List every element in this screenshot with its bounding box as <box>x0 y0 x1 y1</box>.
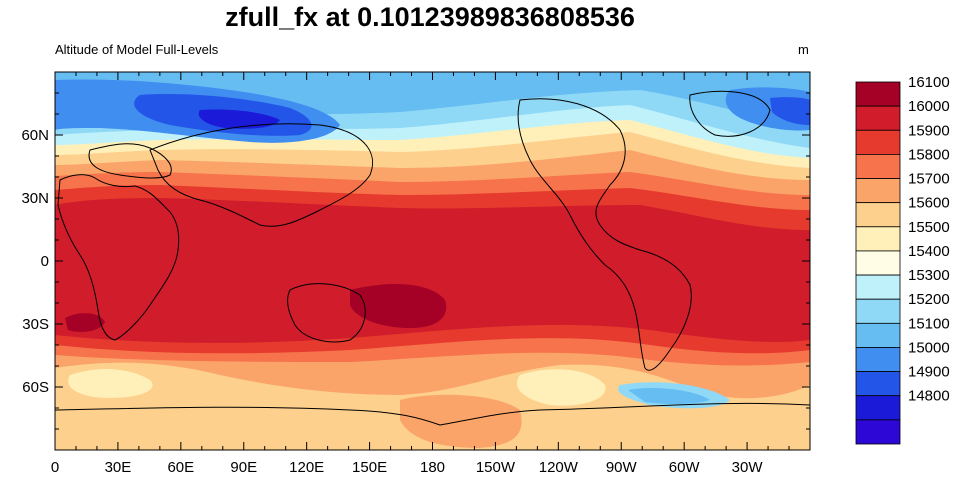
greenland-coast <box>689 90 771 137</box>
americas-coast <box>517 98 692 371</box>
band-14800-core <box>198 109 280 129</box>
colorbar-box <box>855 129 901 155</box>
x-tick-label: 30W <box>732 459 764 476</box>
colorbar-label: 15700 <box>908 171 950 188</box>
x-tick-label: 150W <box>476 459 516 476</box>
band-14900-greenland <box>770 97 810 125</box>
europe-coast <box>88 143 172 179</box>
y-tick-label: 30N <box>21 190 49 207</box>
chart-title: zfull_fx at 0.10123989836808536 <box>225 2 635 32</box>
colorbar-box <box>855 178 901 204</box>
band-16100-pacific <box>350 284 447 328</box>
colorbar-label: 15000 <box>908 340 950 357</box>
colorbar-labels: 16100 16000 15900 15800 15700 15600 15500 15400… <box>908 74 950 405</box>
y-tick-label: 0 <box>41 253 49 270</box>
y-tick-label: 60S <box>22 379 49 396</box>
colorbar-box <box>855 395 901 421</box>
australia-coast <box>287 283 366 343</box>
colorbar-box <box>855 153 901 179</box>
x-tick-label: 60W <box>669 459 701 476</box>
x-tick-label: 90E <box>230 459 257 476</box>
units-label: m <box>798 42 809 57</box>
colorbar-box <box>855 298 901 324</box>
colorbar-box <box>855 202 901 228</box>
colorbar-label: 16000 <box>908 98 950 115</box>
antarctica-coast <box>55 402 810 426</box>
asia-coast <box>149 123 373 227</box>
x-tick-label: 120W <box>539 459 579 476</box>
band-15500-pocket-1 <box>68 368 153 398</box>
colorbar-label: 15500 <box>908 219 950 236</box>
colorbar-box <box>855 105 901 131</box>
colorbar-label: 15900 <box>908 122 950 139</box>
colorbar-box <box>855 322 901 348</box>
x-tick-label: 120E <box>289 459 324 476</box>
band-15100-north <box>55 72 810 130</box>
colorbar-label: 15600 <box>908 195 950 212</box>
colorbar-label: 15800 <box>908 146 950 163</box>
left-subtitle: Altitude of Model Full-Levels <box>55 42 219 57</box>
colorbar-box <box>855 81 901 107</box>
y-tick-labels: 60N 30N 0 30S 60S <box>21 127 49 396</box>
x-tick-label: 0 <box>51 459 59 476</box>
colorbar-label: 15200 <box>908 291 950 308</box>
y-tick-label: 30S <box>22 316 49 333</box>
colorbar-box <box>855 274 901 300</box>
x-tick-label: 30E <box>105 459 132 476</box>
x-tick-label: 150E <box>352 459 387 476</box>
x-tick-label: 180 <box>420 459 445 476</box>
colorbar-label: 15100 <box>908 315 950 332</box>
band-16100-africa <box>65 313 105 332</box>
colorbar-box <box>855 347 901 373</box>
colorbar-label: 15400 <box>908 243 950 260</box>
colorbar <box>855 81 901 445</box>
coastlines <box>55 90 810 426</box>
band-15500-pocket-2 <box>516 369 606 406</box>
x-tick-label: 90W <box>606 459 638 476</box>
colorbar-box <box>855 371 901 397</box>
contour-field <box>55 72 810 450</box>
colorbar-box <box>855 250 901 276</box>
colorbar-label: 16100 <box>908 74 950 91</box>
colorbar-label: 14800 <box>908 388 950 405</box>
colorbar-label: 14900 <box>908 364 950 381</box>
y-tick-label: 60N <box>21 127 49 144</box>
x-tick-labels: 0 30E 60E 90E 120E 150E 180 150W 120W 90W 60W 30W <box>51 459 764 476</box>
axis-ticks <box>54 72 810 450</box>
colorbar-box <box>855 419 901 445</box>
x-tick-label: 60E <box>167 459 194 476</box>
band-15100-pocket <box>628 388 710 405</box>
africa-coast <box>57 174 180 341</box>
colorbar-label: 15300 <box>908 267 950 284</box>
colorbar-box <box>855 226 901 252</box>
